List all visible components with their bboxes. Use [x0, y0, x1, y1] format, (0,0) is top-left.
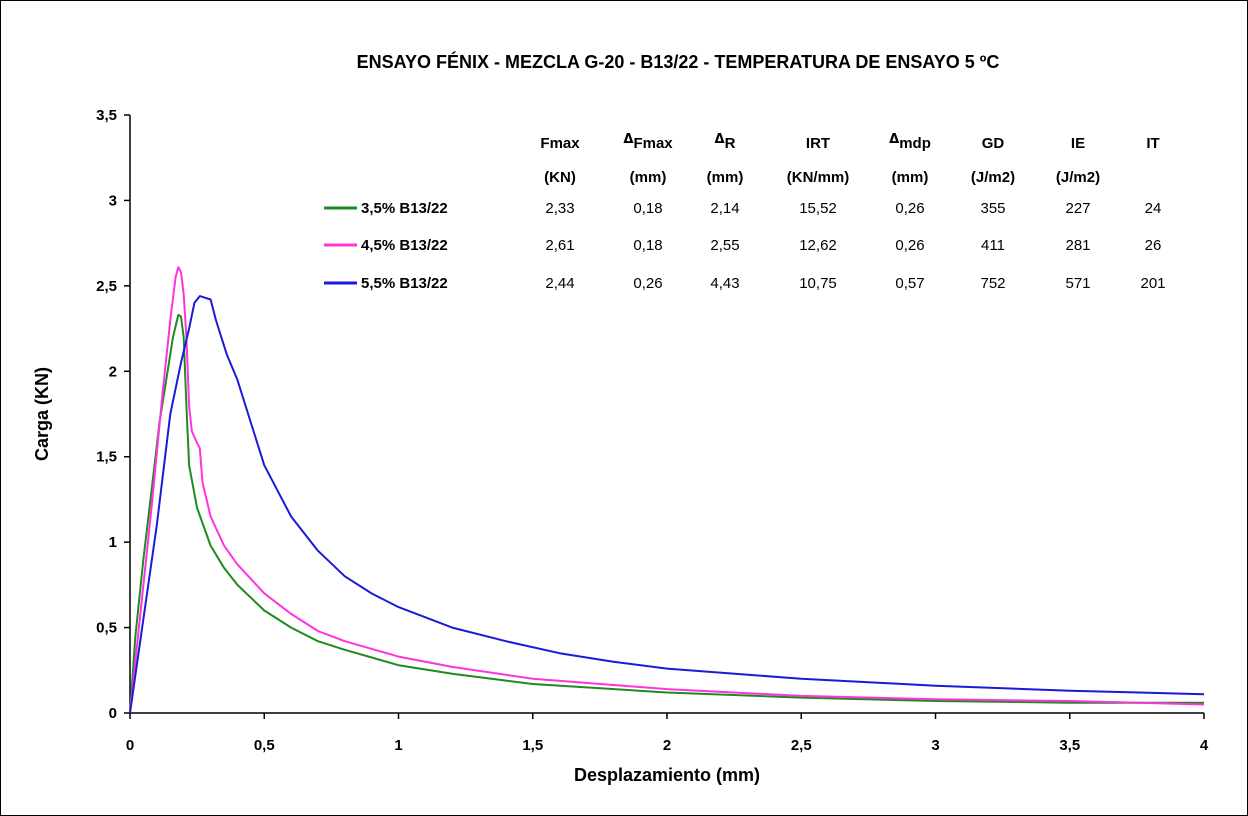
table-header: Fmax	[540, 135, 580, 152]
table-header: ΔR	[715, 132, 736, 152]
x-ticks: 0 0,5 1 1,5 2 2,5 3 3,5 4	[126, 713, 1209, 754]
table-cell: 2,33	[545, 200, 574, 217]
y-tick-label: 0	[109, 705, 117, 722]
table-cell: 411	[981, 237, 1005, 254]
x-tick-label: 0,5	[254, 737, 275, 754]
table-cell: 571	[1065, 275, 1090, 292]
table-cell: 227	[1065, 200, 1090, 217]
legend-label: 4,5% B13/22	[361, 237, 448, 254]
x-tick-label: 2,5	[791, 737, 812, 754]
table-cell: 355	[980, 200, 1005, 217]
y-tick-label: 3,5	[96, 107, 117, 124]
table-header: IRT	[806, 135, 830, 152]
table-cell: 12,62	[799, 237, 837, 254]
table-header: ΔFmax	[623, 132, 673, 152]
table-cell: 0,18	[633, 200, 662, 217]
table-cell: 0,57	[895, 275, 924, 292]
table-header-unit: (mm)	[630, 169, 667, 186]
y-tick-label: 2,5	[96, 278, 117, 295]
table-header: IT	[1146, 135, 1159, 152]
results-table: Fmax (KN) ΔFmax (mm) ΔR (mm) IRT (KN/mm) Δmdp (mm…	[540, 132, 1165, 292]
y-tick-label: 0,5	[96, 620, 117, 637]
table-header-unit: (J/m2)	[971, 169, 1015, 186]
table-header-unit: (J/m2)	[1056, 169, 1100, 186]
table-cell: 752	[980, 275, 1005, 292]
table-cell: 2,55	[710, 237, 739, 254]
table-cell: 0,18	[633, 237, 662, 254]
series-line-2	[129, 266, 1205, 714]
axes	[129, 115, 1204, 714]
y-tick-label: 2	[109, 363, 117, 380]
table-cell: 26	[1145, 237, 1162, 254]
table-cell: 24	[1145, 200, 1162, 217]
table-header-unit: (KN)	[544, 169, 576, 186]
table-header-unit: (mm)	[892, 169, 929, 186]
legend-label: 5,5% B13/22	[361, 275, 448, 292]
y-ticks: 0 0,5 1 1,5 2 2,5 3 3,5	[96, 107, 130, 722]
x-tick-label: 0	[126, 737, 134, 754]
x-tick-label: 1	[394, 737, 402, 754]
x-tick-label: 4	[1200, 737, 1209, 754]
y-tick-label: 1	[109, 534, 117, 551]
table-header-unit: (mm)	[707, 169, 744, 186]
table-cell: 10,75	[799, 275, 837, 292]
chart-title: ENSAYO FÉNIX - MEZCLA G-20 - B13/22 - TE…	[357, 51, 1000, 72]
y-tick-label: 1,5	[96, 449, 117, 466]
x-tick-label: 1,5	[522, 737, 543, 754]
table-cell: 0,26	[895, 237, 924, 254]
table-cell: 2,61	[545, 237, 574, 254]
y-tick-label: 3	[109, 192, 117, 209]
x-tick-label: 3,5	[1059, 737, 1080, 754]
y-axis-title: Carga (KN)	[32, 367, 52, 461]
legend-label: 3,5% B13/22	[361, 200, 448, 217]
table-cell: 0,26	[895, 200, 924, 217]
table-cell: 2,44	[545, 275, 574, 292]
x-tick-label: 3	[931, 737, 939, 754]
series-line-3	[129, 295, 1205, 714]
series-group	[129, 266, 1205, 714]
table-cell: 0,26	[633, 275, 662, 292]
table-cell: 201	[1140, 275, 1165, 292]
table-header-unit: (KN/mm)	[787, 169, 850, 186]
table-cell: 2,14	[710, 200, 739, 217]
x-tick-label: 2	[663, 737, 671, 754]
table-cell: 15,52	[799, 200, 837, 217]
table-cell: 281	[1065, 237, 1090, 254]
table-cell: 4,43	[710, 275, 739, 292]
table-header: Δmdp	[889, 132, 931, 152]
x-axis-title: Desplazamiento (mm)	[574, 765, 760, 785]
table-header: GD	[982, 135, 1005, 152]
legend: 3,5% B13/22 4,5% B13/22 5,5% B13/22	[324, 200, 448, 292]
series-line-1	[129, 313, 1204, 714]
table-header: IE	[1071, 135, 1085, 152]
